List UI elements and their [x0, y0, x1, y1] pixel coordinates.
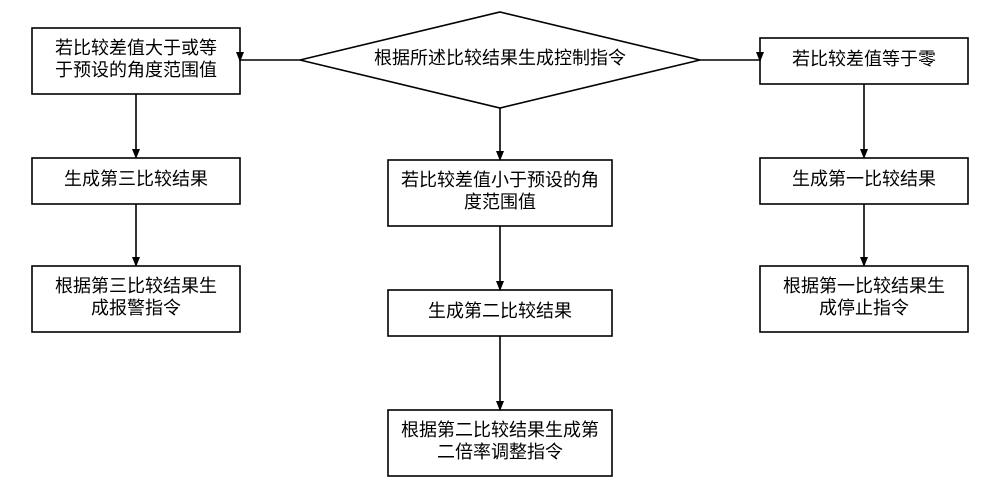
svg-text:若比较差值等于零: 若比较差值等于零: [792, 49, 936, 69]
svg-text:根据第一比较结果生: 根据第一比较结果生: [783, 276, 945, 296]
svg-text:于预设的角度范围值: 于预设的角度范围值: [55, 60, 217, 80]
flowchart-canvas: 根据所述比较结果生成控制指令 若比较差值大于或等于预设的角度范围值生成第三比较结果…: [0, 0, 1000, 503]
svg-text:根据第二比较结果生成第: 根据第二比较结果生成第: [401, 420, 599, 440]
flow-arrow: [240, 60, 300, 61]
svg-text:根据第三比较结果生: 根据第三比较结果生: [55, 276, 217, 296]
svg-text:度范围值: 度范围值: [464, 192, 536, 212]
svg-text:二倍率调整指令: 二倍率调整指令: [437, 442, 563, 462]
svg-text:生成第三比较结果: 生成第三比较结果: [64, 169, 208, 189]
svg-text:根据所述比较结果生成控制指令: 根据所述比较结果生成控制指令: [374, 48, 626, 68]
svg-text:成停止指令: 成停止指令: [819, 298, 909, 318]
flow-arrow: [700, 60, 760, 61]
svg-text:生成第一比较结果: 生成第一比较结果: [792, 169, 936, 189]
svg-text:若比较差值大于或等: 若比较差值大于或等: [55, 38, 217, 58]
svg-text:若比较差值小于预设的角: 若比较差值小于预设的角: [401, 170, 599, 190]
svg-text:成报警指令: 成报警指令: [91, 298, 181, 318]
svg-text:生成第二比较结果: 生成第二比较结果: [428, 301, 572, 321]
